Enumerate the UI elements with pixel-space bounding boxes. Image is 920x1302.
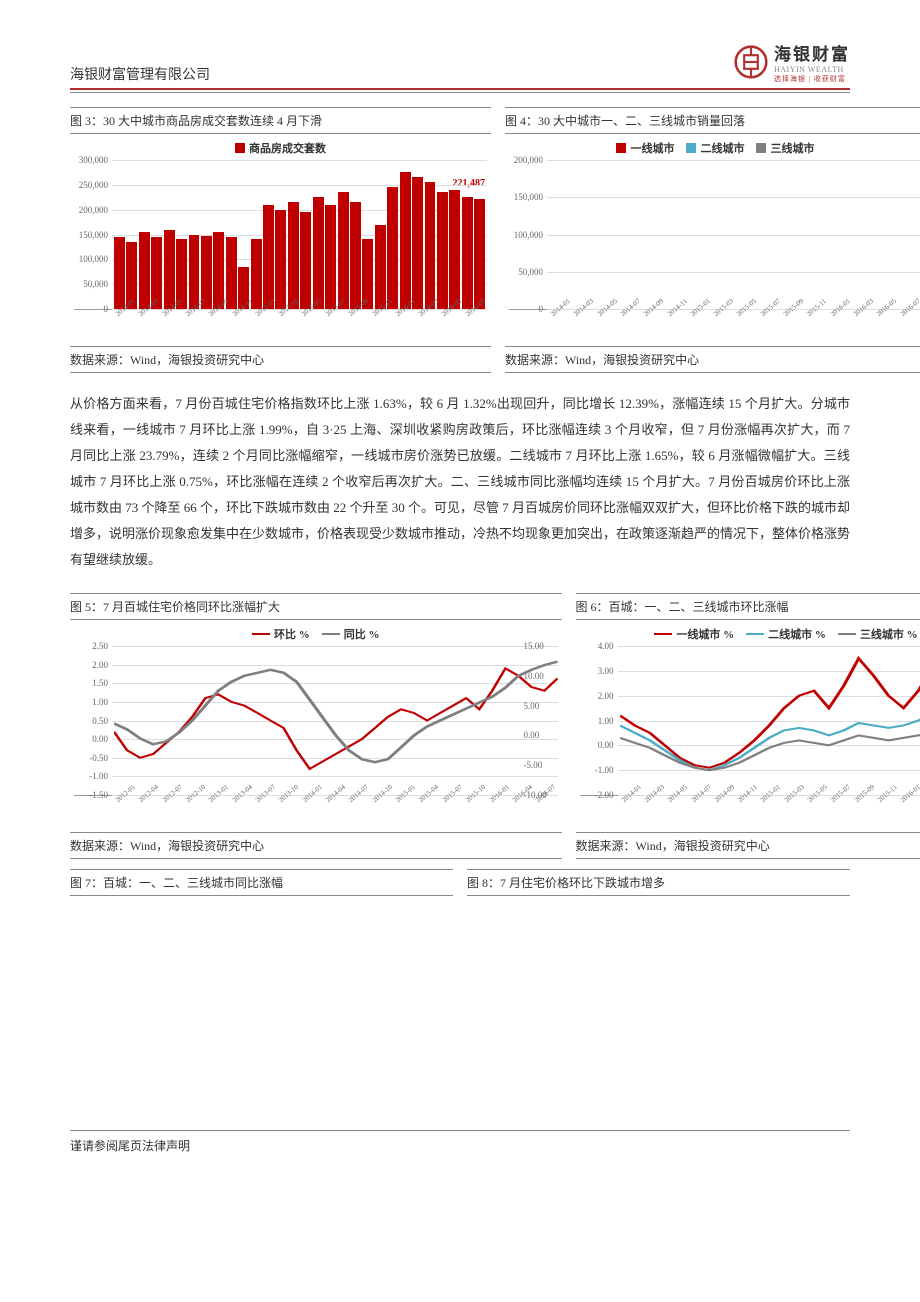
chart-4-legend: 一线城市 二线城市 三线城市 [509,140,920,156]
header-rule-red [70,88,850,90]
chart-5: 图 5：7 月百城住宅价格同环比涨幅扩大 环比 % 同比 % -1.50-1.0… [70,593,562,859]
chart-3-xlabels: 2014-012014-032014-052014-072014-092014-… [114,312,487,342]
legend-label: 环比 % [274,626,310,642]
chart-6: 图 6：百城：一、二、三线城市环比涨幅 一线城市 % 二线城市 % 三线城市 %… [576,593,920,859]
chart-6-xlabels: 2014-012014-032014-052014-072014-092014-… [620,798,920,828]
company-name: 海银财富管理有限公司 [70,64,210,84]
legend-label: 商品房成交套数 [249,140,326,156]
header-rule-thin [70,92,850,93]
brand-en: HAIYIN WEALTH [774,65,844,74]
page-header: 海银财富管理有限公司 海银财富 HAIYIN WEALTH 选择海银 | 收获财… [70,40,850,84]
body-paragraph: 从价格方面来看，7 月份百城住宅价格指数环比上涨 1.63%，较 6 月 1.3… [70,391,850,573]
chart-5-plot: -1.50-1.00-0.500.000.501.001.502.002.50-… [74,646,558,796]
chart-6-plot: -2.00-1.000.001.002.003.004.00 [580,646,920,796]
chart-4-source: 数据来源：Wind，海银投资研究中心 [505,346,920,373]
chart-8: 图 8：7 月住宅价格环比下跌城市增多 [467,869,850,896]
legend-label: 三线城市 [770,140,814,156]
chart-6-source: 数据来源：Wind，海银投资研究中心 [576,832,920,859]
legend-label: 同比 % [344,626,380,642]
brand-cn: 海银财富 [774,40,850,65]
chart-4-plot: 050,000100,000150,000200,000 [509,160,920,310]
chart-5-xlabels: 2012-012012-042012-072012-102013-012013-… [114,798,558,828]
chart-3-plot: 221,487 050,000100,000150,000200,000250,… [74,160,487,310]
chart-3-legend: 商品房成交套数 [74,140,487,156]
chart-7-title: 图 7：百城：一、二、三线城市同比涨幅 [70,869,453,896]
chart-3-title: 图 3：30 大中城市商品房成交套数连续 4 月下滑 [70,107,491,134]
legend-label: 二线城市 [700,140,744,156]
chart-4: 图 4：30 大中城市一、二、三线城市销量回落 一线城市 二线城市 三线城市 0… [505,107,920,373]
brand-logo-icon [734,45,768,79]
chart-6-title: 图 6：百城：一、二、三线城市环比涨幅 [576,593,920,620]
chart-6-legend: 一线城市 % 二线城市 % 三线城市 % [580,626,920,642]
chart-8-title: 图 8：7 月住宅价格环比下跌城市增多 [467,869,850,896]
brand-tag: 选择海银 | 收获财富 [774,74,846,84]
legend-label: 三线城市 % [860,626,918,642]
footer-rule [70,1130,850,1131]
chart-5-title: 图 5：7 月百城住宅价格同环比涨幅扩大 [70,593,562,620]
legend-label: 二线城市 % [768,626,826,642]
chart-3: 图 3：30 大中城市商品房成交套数连续 4 月下滑 商品房成交套数 221,4… [70,107,491,373]
chart-4-xlabels: 2014-012014-032014-052014-072014-092014-… [549,312,920,342]
legend-label: 一线城市 % [676,626,734,642]
chart-4-title: 图 4：30 大中城市一、二、三线城市销量回落 [505,107,920,134]
chart-3-source: 数据来源：Wind，海银投资研究中心 [70,346,491,373]
legend-label: 一线城市 [630,140,674,156]
chart-5-source: 数据来源：Wind，海银投资研究中心 [70,832,562,859]
footer-text: 谨请参阅尾页法律声明 [70,1137,850,1154]
chart-7: 图 7：百城：一、二、三线城市同比涨幅 [70,869,453,896]
chart-5-legend: 环比 % 同比 % [74,626,558,642]
brand-block: 海银财富 HAIYIN WEALTH 选择海银 | 收获财富 [734,40,850,84]
